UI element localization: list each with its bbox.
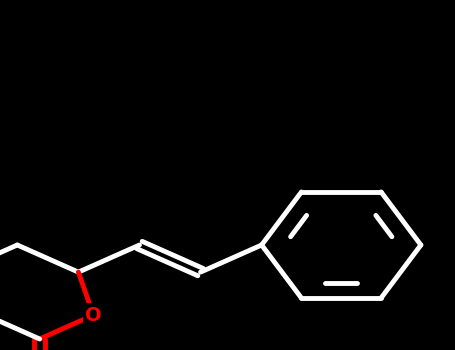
Text: O: O <box>85 306 101 324</box>
